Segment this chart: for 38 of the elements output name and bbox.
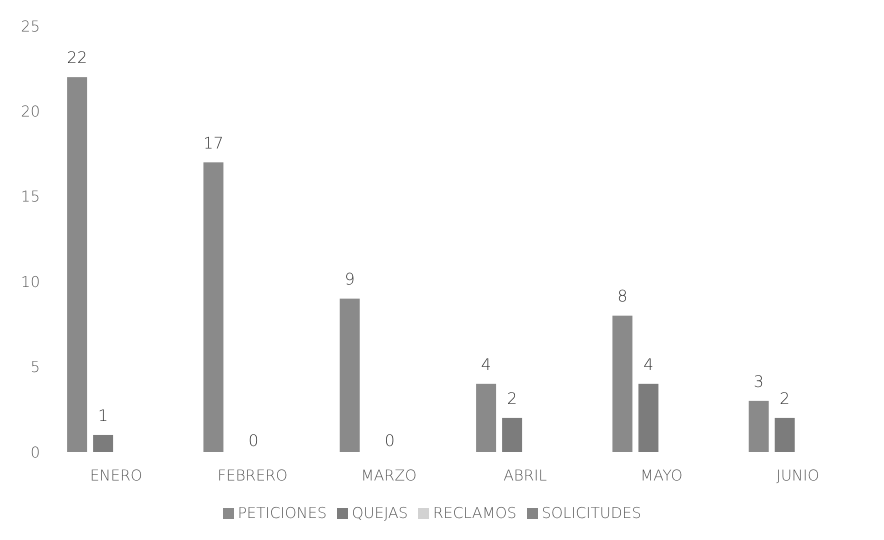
data-label: 4 <box>643 354 654 374</box>
bar <box>748 400 769 452</box>
bar <box>612 316 632 452</box>
y-tick-label: 20 <box>20 102 40 121</box>
x-tick-label: JUNIO <box>776 466 820 485</box>
data-label: 3 <box>754 372 764 391</box>
y-tick-label: 0 <box>30 443 40 462</box>
data-label: 9 <box>344 270 355 289</box>
y-tick-label: 25 <box>20 17 40 36</box>
x-tick-label: MAYO <box>640 466 683 485</box>
bar <box>340 298 360 452</box>
x-tick-label: MARZO <box>360 466 417 485</box>
data-label: 22 <box>66 48 88 68</box>
x-tick-label: FEBRERO <box>217 466 288 485</box>
data-label: 2 <box>506 388 518 408</box>
bar <box>476 384 496 452</box>
x-tick-label: ENERO <box>90 466 142 485</box>
bar <box>203 162 224 452</box>
data-label: 17 <box>203 133 224 152</box>
data-label: 1 <box>98 406 108 425</box>
data-label: 0 <box>384 431 395 450</box>
bar <box>638 384 658 452</box>
legend-label: RECLAMOS <box>432 504 517 522</box>
data-label: 2 <box>780 388 790 408</box>
data-label: 8 <box>617 286 628 306</box>
data-label: 0 <box>248 431 259 450</box>
bar <box>67 77 88 452</box>
legend-label: PETICIONES <box>238 504 327 522</box>
x-tick-label: ABRIL <box>504 466 547 485</box>
y-tick-label: 5 <box>30 358 40 376</box>
y-tick-label: 15 <box>20 188 40 206</box>
legend-label: SOLICITUDES <box>542 504 642 522</box>
legend-label: QUEJAS <box>352 504 408 522</box>
bar <box>774 418 795 452</box>
bar <box>93 434 114 452</box>
bar <box>502 418 522 452</box>
data-label: 4 <box>480 354 492 374</box>
y-tick-label: 10 <box>20 272 40 291</box>
